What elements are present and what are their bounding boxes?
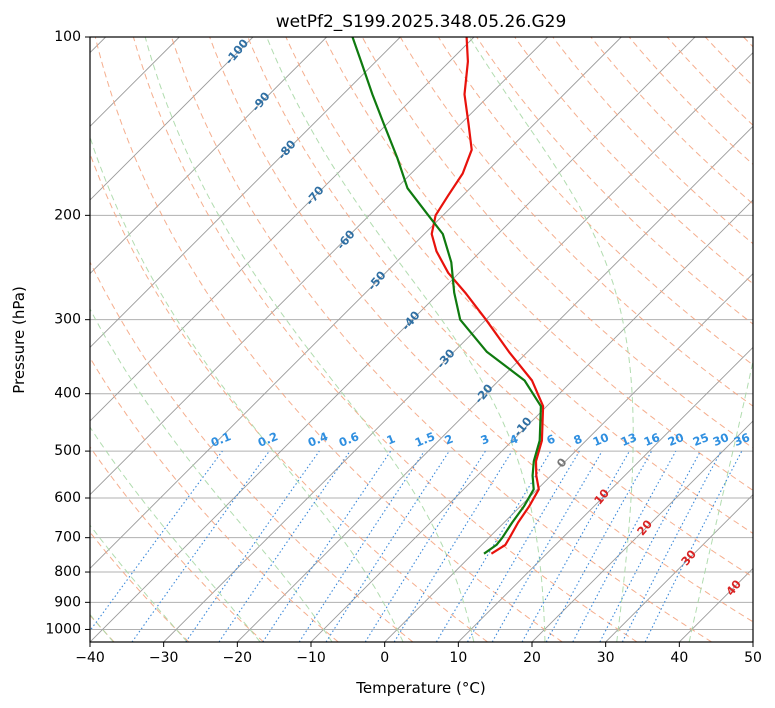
mixing-ratio-line bbox=[298, 450, 425, 642]
chart-title: wetPf2_S199.2025.348.05.26.G29 bbox=[276, 12, 567, 32]
x-tick-label: 40 bbox=[670, 650, 688, 666]
x-tick-label: 0 bbox=[380, 650, 389, 666]
x-tick-label: 20 bbox=[523, 650, 541, 666]
isotherm-lines bbox=[90, 37, 753, 642]
dry-adiabat-line bbox=[90, 260, 414, 642]
dry-adiabat-line bbox=[285, 37, 753, 535]
mixing-ratio-label: 10 bbox=[591, 430, 611, 449]
moist-adiabat-line bbox=[90, 308, 333, 642]
y-tick-label: 800 bbox=[54, 564, 81, 580]
moist-adiabat-line bbox=[90, 524, 188, 642]
mixing-ratio-line bbox=[545, 450, 653, 642]
moist-adiabat-line bbox=[90, 426, 261, 642]
dry-adiabat-line bbox=[514, 37, 753, 285]
pressure-gridlines bbox=[90, 37, 753, 630]
moist-adiabat-line bbox=[144, 37, 475, 642]
isotherm-line bbox=[90, 37, 254, 201]
y-tick-label: 100 bbox=[54, 29, 81, 45]
isotherm-line bbox=[605, 494, 753, 642]
moist-adiabat-line bbox=[688, 358, 753, 642]
sounding-profiles bbox=[351, 37, 545, 555]
mixing-ratio-line bbox=[644, 450, 743, 642]
dry-adiabat-line bbox=[94, 37, 563, 642]
mixing-ratio-label: 30 bbox=[711, 430, 731, 449]
mixing-ratio-line bbox=[185, 450, 320, 642]
isotherm-line bbox=[384, 273, 753, 642]
moist-adiabat-line bbox=[762, 37, 775, 642]
y-tick-label: 900 bbox=[54, 594, 81, 610]
y-tick-label: 400 bbox=[54, 386, 81, 402]
isotherm-line bbox=[752, 641, 753, 642]
y-tick-label: 500 bbox=[54, 443, 81, 459]
mixing-ratio-line bbox=[90, 450, 223, 632]
dry-adiabat-line bbox=[90, 356, 339, 642]
dry-adiabat-lines bbox=[90, 37, 753, 642]
isotherm-line bbox=[531, 420, 753, 642]
y-axis: 1000 900 800 700 600 500 400 300 200 100 bbox=[45, 29, 90, 637]
mixing-ratio-label: 20 bbox=[666, 430, 686, 449]
mixing-ratio-label: 16 bbox=[642, 430, 662, 449]
y-tick-label: 600 bbox=[54, 490, 81, 506]
dry-adiabat-line bbox=[132, 37, 638, 642]
mixing-ratio-line bbox=[521, 450, 630, 642]
isotherm-line bbox=[90, 37, 327, 275]
temperature-profile-line bbox=[430, 37, 545, 555]
mixing-ratio-lines bbox=[90, 450, 743, 642]
isotherm-line bbox=[90, 37, 401, 348]
mixing-ratio-line bbox=[262, 450, 392, 642]
x-tick-label: −40 bbox=[75, 650, 105, 666]
dry-adiabat-line bbox=[476, 37, 753, 325]
y-tick-label: 1000 bbox=[45, 621, 81, 637]
isotherm-line bbox=[458, 346, 753, 642]
y-tick-label: 700 bbox=[54, 530, 81, 546]
isotherm-line bbox=[163, 52, 753, 642]
isotherm-line bbox=[90, 37, 622, 569]
y-tick-label: 300 bbox=[54, 312, 81, 328]
dry-adiabat-line bbox=[90, 446, 264, 642]
mixing-ratio-line bbox=[393, 450, 513, 642]
plot-frame bbox=[89, 36, 754, 643]
mixing-ratio-line bbox=[572, 450, 677, 642]
mixing-ratio-line bbox=[131, 450, 270, 642]
isotherm-line bbox=[90, 37, 475, 422]
dewpoint-profile-line bbox=[351, 37, 542, 555]
dry-adiabat-line bbox=[209, 37, 753, 623]
x-tick-label: 50 bbox=[744, 650, 762, 666]
x-tick-label: −10 bbox=[296, 650, 326, 666]
isotherm-line bbox=[237, 125, 753, 642]
dry-adiabat-line bbox=[247, 37, 753, 578]
dry-adiabat-line bbox=[323, 37, 753, 491]
mixing-ratio-line bbox=[218, 450, 351, 642]
plot-background bbox=[90, 37, 753, 642]
x-tick-label: 10 bbox=[449, 650, 467, 666]
moist-adiabat-line bbox=[266, 37, 546, 642]
x-tick-label: −30 bbox=[149, 650, 179, 666]
isotherm-line bbox=[90, 37, 548, 496]
x-tick-label: 30 bbox=[597, 650, 615, 666]
mixing-ratio-label: 25 bbox=[691, 430, 711, 449]
y-tick-label: 200 bbox=[54, 207, 81, 223]
mixing-ratio-label: 13 bbox=[619, 430, 639, 449]
mixing-ratio-label: 36 bbox=[732, 430, 752, 449]
x-tick-label: −20 bbox=[223, 650, 253, 666]
moist-adiabat-line bbox=[90, 135, 404, 642]
y-axis-label: Pressure (hPa) bbox=[10, 286, 28, 394]
mixing-ratio-line bbox=[325, 450, 450, 642]
x-axis-label: Temperature (°C) bbox=[355, 679, 485, 697]
dry-adiabat-line bbox=[171, 37, 712, 642]
x-axis: −40 −30 −20 −10 0 10 20 30 40 50 bbox=[75, 642, 762, 666]
isotherm-line bbox=[90, 37, 696, 642]
